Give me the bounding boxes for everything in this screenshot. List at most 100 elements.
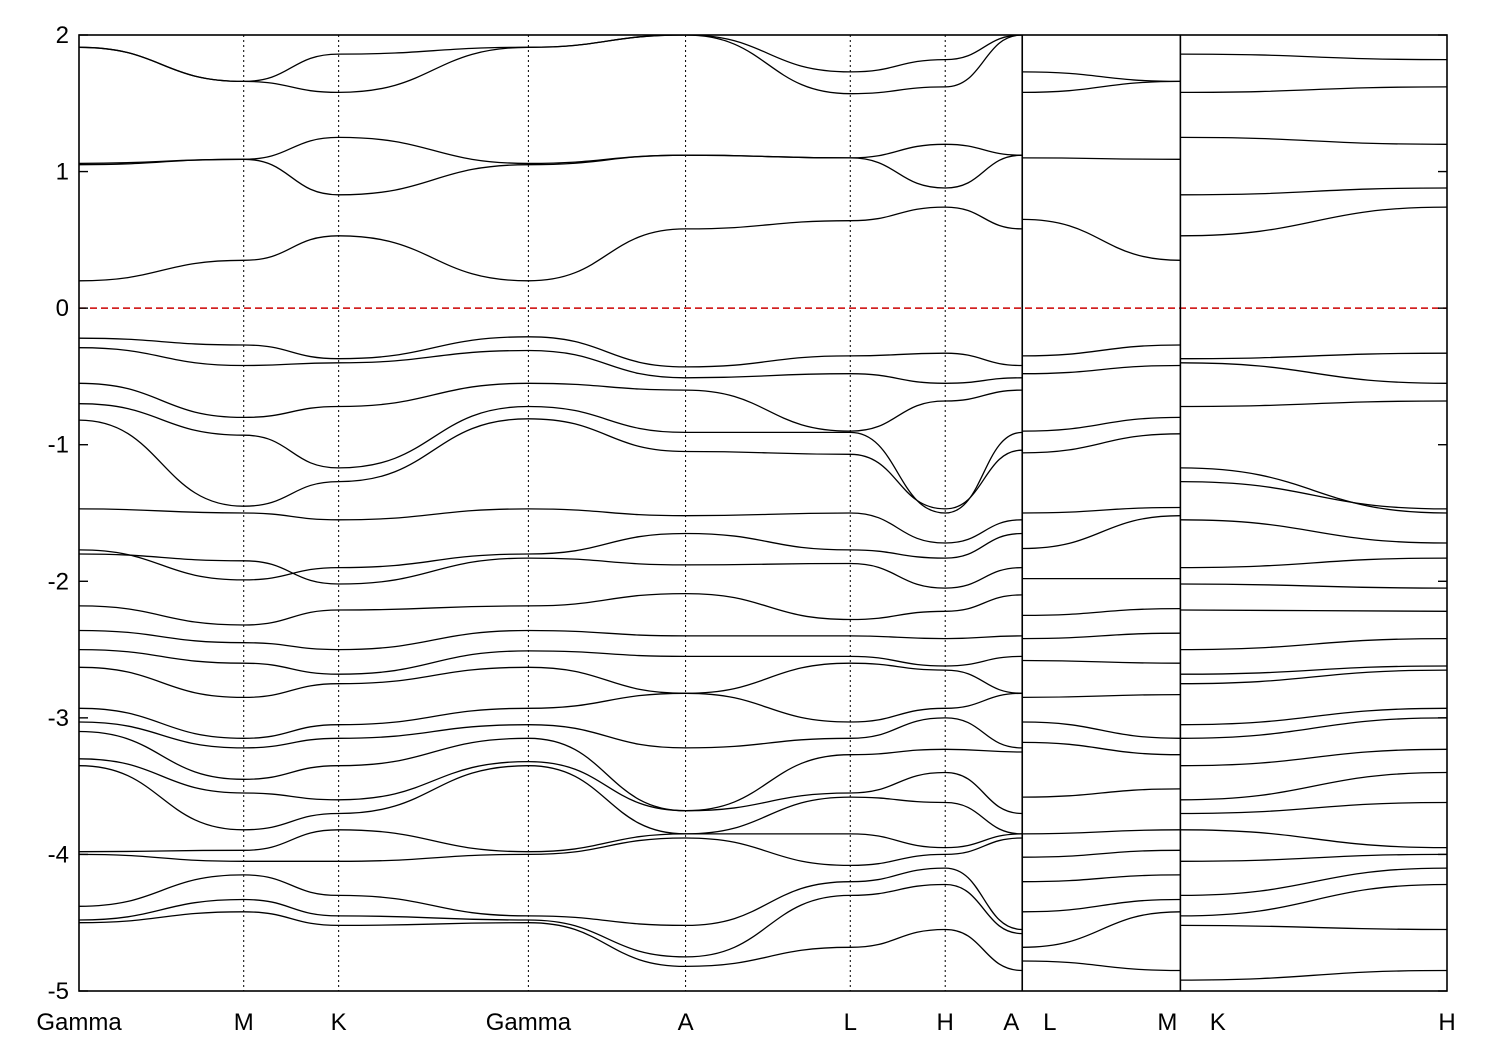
x-tick-label-h: H xyxy=(937,1009,954,1036)
band-line xyxy=(79,336,1023,368)
band-line xyxy=(1180,400,1448,408)
y-tick-label: -3 xyxy=(48,705,69,732)
band-line xyxy=(79,403,1023,514)
band-line xyxy=(1180,467,1448,514)
band-line xyxy=(79,553,1023,589)
band-line xyxy=(79,829,1023,853)
kpoint-divider-layer xyxy=(243,35,946,991)
band-line xyxy=(79,347,1023,384)
band-line xyxy=(1022,874,1181,883)
y-tick-label: -1 xyxy=(48,432,69,459)
band-line xyxy=(79,765,1023,835)
band-line xyxy=(1180,969,1448,981)
band-line xyxy=(1180,669,1448,685)
band-line xyxy=(1022,829,1181,835)
band-line xyxy=(1180,187,1448,196)
bands-layer xyxy=(79,35,1448,981)
band-line xyxy=(1022,960,1181,972)
band-line xyxy=(79,730,1023,812)
band-line xyxy=(1180,583,1448,589)
band-line xyxy=(1022,849,1181,858)
band-line xyxy=(1180,867,1448,897)
x-tick-label-gamma: Gamma xyxy=(36,1009,122,1036)
band-line xyxy=(1180,519,1448,544)
band-line xyxy=(1022,632,1181,640)
x-tick-label-a: A xyxy=(678,1009,694,1036)
band-line xyxy=(79,758,1023,815)
x-tick-label-a: A xyxy=(1003,1009,1019,1036)
band-line xyxy=(79,648,1023,675)
band-line xyxy=(1022,416,1181,432)
band-line xyxy=(1180,771,1448,801)
y-axis-layer: 2 1 0 -1 -2 -3 -4 -5 xyxy=(48,22,1447,1005)
band-line xyxy=(1180,853,1448,862)
band-line xyxy=(1180,53,1448,61)
band-line xyxy=(79,35,1023,83)
band-line xyxy=(79,692,1023,739)
band-line xyxy=(79,883,1023,958)
band-line xyxy=(79,418,1023,510)
band-line xyxy=(79,136,1023,165)
band-line xyxy=(1180,637,1448,651)
band-line xyxy=(1180,883,1448,917)
x-axis-layer: Gamma M K Gamma A L H A L M K H xyxy=(36,1009,1455,1036)
band-line xyxy=(1180,829,1448,849)
band-line xyxy=(1022,344,1181,357)
band-line xyxy=(1022,788,1181,798)
y-tick-label: -2 xyxy=(48,568,69,595)
band-line xyxy=(1180,924,1448,931)
x-tick-label-m: M xyxy=(234,1009,254,1036)
band-line xyxy=(1180,206,1448,237)
band-line xyxy=(1180,352,1448,360)
band-line xyxy=(1180,362,1448,384)
x-tick-label-h: H xyxy=(1438,1009,1455,1036)
band-line xyxy=(1180,480,1448,510)
band-line xyxy=(1180,707,1448,726)
band-line xyxy=(79,662,1023,699)
band-line xyxy=(1022,218,1181,261)
band-line xyxy=(79,508,1023,544)
x-tick-label-k: K xyxy=(1210,1009,1226,1036)
band-line xyxy=(79,382,1023,432)
band-line xyxy=(1180,748,1448,767)
y-tick-label: -4 xyxy=(48,841,69,868)
x-tick-label-l: L xyxy=(844,1009,857,1036)
band-line xyxy=(1180,665,1448,675)
band-line xyxy=(1022,693,1181,699)
band-line xyxy=(79,837,1023,867)
band-line xyxy=(79,592,1023,626)
y-tick-label: 0 xyxy=(56,295,69,322)
band-line xyxy=(79,867,1023,931)
band-line xyxy=(1022,433,1181,454)
plot-frame xyxy=(78,34,1448,992)
band-line xyxy=(1180,557,1448,569)
y-tick-label: 2 xyxy=(56,22,69,49)
band-line xyxy=(1022,741,1181,756)
band-line xyxy=(1180,717,1448,739)
band-line xyxy=(79,717,1023,749)
y-tick-label: -5 xyxy=(48,978,69,1005)
band-line xyxy=(1022,364,1181,375)
band-line xyxy=(1180,136,1448,145)
x-tick-label-k: K xyxy=(331,1009,347,1036)
plot-frame-layer xyxy=(78,34,1448,992)
band-line xyxy=(1022,157,1181,160)
band-line xyxy=(79,629,1023,651)
band-line xyxy=(1022,515,1181,550)
band-line xyxy=(1022,911,1181,948)
band-line xyxy=(1180,801,1448,815)
band-line xyxy=(79,532,1023,581)
x-tick-label-m: M xyxy=(1157,1009,1177,1036)
band-line xyxy=(1022,659,1181,664)
band-line xyxy=(1022,898,1181,913)
x-tick-label-gamma: Gamma xyxy=(486,1009,572,1036)
band-line xyxy=(1022,721,1181,739)
band-line xyxy=(1180,609,1448,612)
band-line xyxy=(1022,71,1181,83)
band-line xyxy=(1022,506,1181,514)
band-line xyxy=(1022,607,1181,617)
x-tick-label-l: L xyxy=(1043,1009,1056,1036)
band-line xyxy=(79,206,1023,282)
